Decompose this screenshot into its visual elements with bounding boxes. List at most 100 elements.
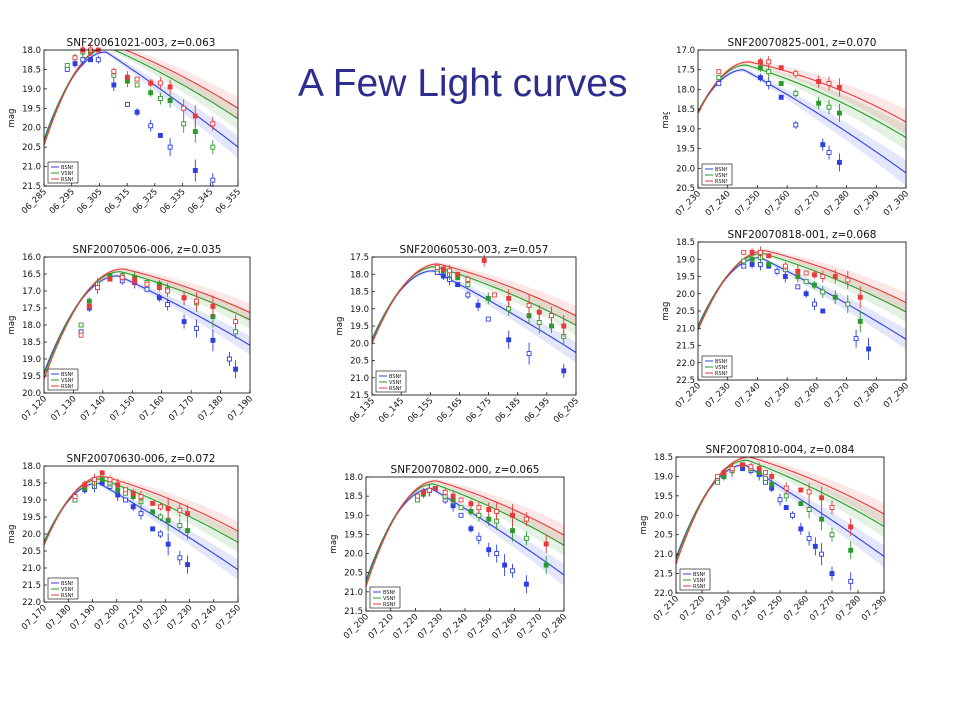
- data-point-vsnf: [845, 301, 851, 307]
- data-point-vsnf: [857, 318, 863, 324]
- data-point-rsnf: [782, 263, 788, 269]
- x-tick-label: 07_210: [367, 612, 396, 641]
- data-point-rsnf: [157, 80, 163, 86]
- data-point-vsnf: [210, 144, 216, 150]
- x-tick-label: 06_335: [158, 187, 187, 216]
- data-point-rsnf: [836, 85, 842, 90]
- legend-label-vsnf: VSNf: [693, 578, 705, 584]
- y-tick-label: 17.0: [22, 287, 41, 297]
- x-tick-label: 06_315: [103, 187, 132, 216]
- legend-label-vsnf: VSNf: [61, 171, 73, 177]
- legend-label-rsnf: RSNf: [715, 371, 727, 377]
- data-point-vsnf: [848, 547, 854, 553]
- legend-label-vsnf: VSNf: [383, 596, 395, 602]
- x-tick-label: 07_260: [782, 594, 811, 623]
- y-tick-label: 17.0: [676, 46, 695, 56]
- y-tick-label: 22.0: [22, 598, 41, 608]
- data-point-bsnf: [741, 263, 747, 269]
- data-point-rsnf: [526, 302, 532, 308]
- data-point-bsnf: [853, 336, 859, 342]
- data-point-bsnf: [806, 536, 812, 542]
- data-point-vsnf: [536, 320, 542, 326]
- y-tick-label: 18.5: [22, 65, 41, 75]
- y-tick-label: 18.5: [676, 105, 695, 115]
- data-point-vsnf: [819, 516, 825, 522]
- data-point-bsnf: [177, 555, 183, 561]
- chart-svg: SNF20060530-003, z=0.057 17.5 18.0 18.5 19.0…: [335, 244, 581, 425]
- data-point-vsnf: [510, 528, 515, 534]
- x-tick-label: 07_240: [190, 603, 219, 632]
- data-point-rsnf: [468, 501, 474, 507]
- data-point-rsnf: [757, 59, 763, 65]
- data-point-rsnf: [434, 264, 440, 270]
- data-point-vsnf: [185, 528, 191, 534]
- data-point-vsnf: [803, 279, 809, 285]
- y-tick-label: 20.0: [676, 290, 695, 300]
- data-point-vsnf: [476, 512, 482, 518]
- x-tick-label: 07_250: [733, 189, 762, 218]
- y-tick-label: 21.5: [676, 342, 695, 352]
- model-band-vsnf: [698, 63, 906, 151]
- chart-title: SNF20070506-006, z=0.035: [73, 244, 222, 256]
- data-point-rsnf: [523, 516, 529, 522]
- x-tick-label: 07_300: [882, 189, 911, 218]
- data-point-vsnf: [150, 509, 156, 515]
- x-tick-label: 07_240: [441, 612, 470, 641]
- model-curves: [44, 474, 238, 581]
- data-point-rsnf: [798, 487, 804, 493]
- data-point-vsnf: [458, 505, 464, 511]
- data-point-rsnf: [793, 71, 799, 77]
- axes-frame: [43, 49, 239, 187]
- y-axis-label: mag: [7, 109, 17, 128]
- model-band-vsnf: [698, 251, 906, 329]
- data-point-rsnf: [432, 486, 438, 491]
- model-curves: [44, 50, 238, 159]
- data-point-vsnf: [78, 322, 84, 328]
- y-tick-label: 19.0: [22, 496, 41, 506]
- data-point-rsnf: [185, 511, 191, 517]
- legend-label-bsnf: BSNf: [61, 165, 73, 171]
- data-point-vsnf: [820, 289, 826, 295]
- data-point-rsnf: [86, 303, 92, 309]
- legend-label-rsnf: RSNf: [61, 177, 73, 183]
- data-point-rsnf: [510, 512, 515, 518]
- model-curve-vsnf: [44, 271, 250, 376]
- model-curve-bsnf: [698, 256, 906, 340]
- x-tick-label: 07_200: [93, 603, 122, 632]
- data-point-bsnf: [790, 512, 795, 518]
- data-point-rsnf: [115, 482, 121, 488]
- data-point-bsnf: [468, 526, 474, 532]
- data-point-rsnf: [803, 270, 809, 276]
- data-point-rsnf: [741, 249, 747, 255]
- y-tick-label: 16.0: [22, 253, 41, 263]
- y-tick-label: 18.5: [344, 492, 363, 502]
- data-point-vsnf: [157, 514, 163, 520]
- data-point-vsnf: [826, 104, 832, 110]
- data-point-rsnf: [536, 309, 542, 315]
- data-point-rsnf: [165, 288, 171, 294]
- data-point-bsnf: [455, 282, 461, 288]
- chart-title: SNF20060530-003, z=0.057: [400, 244, 549, 256]
- y-tick-label: 18.0: [676, 85, 695, 95]
- data-point-rsnf: [233, 319, 239, 325]
- x-tick-label: 07_260: [490, 612, 519, 641]
- y-tick-label: 19.5: [676, 145, 695, 155]
- x-tick-label: 07_290: [852, 189, 881, 218]
- y-axis-label: mag: [329, 535, 339, 554]
- x-tick-label: 07_260: [793, 381, 822, 410]
- data-point-bsnf: [148, 123, 154, 129]
- lightcurve-panel-snf20070630-006: SNF20070630-006, z=0.072 18.0 18.5 19.0 19.5…: [0, 452, 260, 652]
- y-tick-label: 19.0: [350, 305, 369, 315]
- model-curve-bsnf: [698, 69, 906, 174]
- data-point-rsnf: [415, 493, 420, 499]
- data-point-bsnf: [88, 57, 94, 63]
- data-point-vsnf: [757, 65, 763, 71]
- data-point-vsnf: [806, 507, 812, 512]
- y-tick-label: 20.5: [654, 531, 673, 541]
- chart-svg: SNF20070630-006, z=0.072 18.0 18.5 19.0 19.5…: [7, 453, 243, 632]
- data-point-bsnf: [130, 504, 136, 510]
- data-point-bsnf: [193, 325, 199, 331]
- data-point-vsnf: [64, 63, 70, 68]
